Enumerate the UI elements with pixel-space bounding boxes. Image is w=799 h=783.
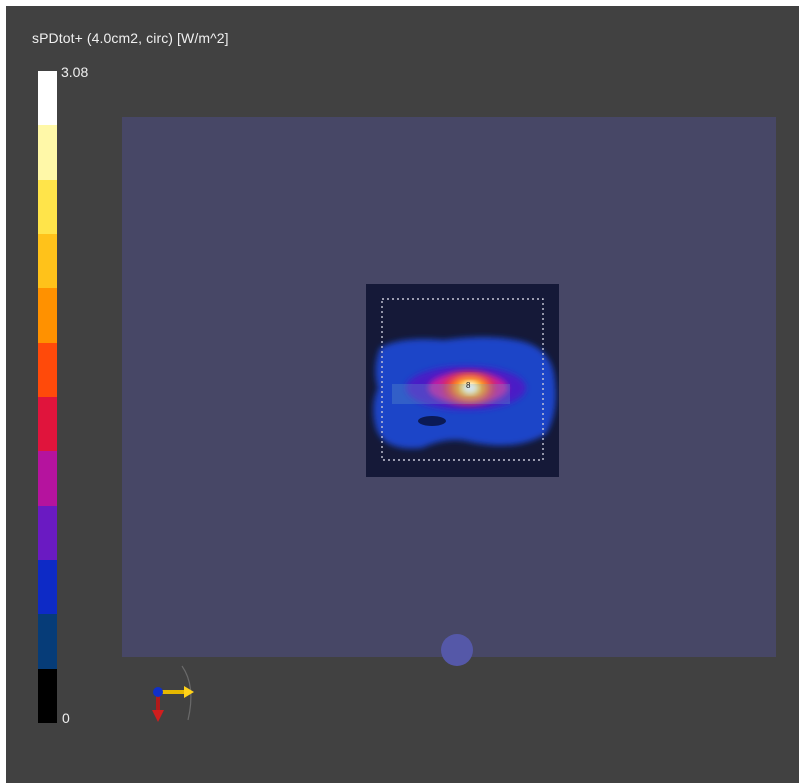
heatmap-low-pocket [418, 416, 446, 426]
colorbar-max-label: 3.08 [61, 64, 89, 80]
colorbar-segment [38, 668, 57, 723]
axis-triad-icon[interactable] [146, 662, 206, 724]
colorbar-segment [38, 288, 57, 343]
colorbar-segment [38, 179, 57, 234]
field-scan-area[interactable]: 8 [366, 284, 559, 477]
colorbar-segment [38, 559, 57, 615]
legend-title: sPDtot+ (4.0cm2, circ) [W/m^2] [32, 30, 229, 46]
colorbar-segment [38, 125, 57, 180]
colorbar-segment [38, 71, 57, 126]
colorbar [38, 71, 57, 723]
power-density-heatmap: 8 [373, 298, 556, 461]
heatmap-peak [462, 382, 478, 394]
colorbar-segment [38, 233, 57, 289]
colorbar-min-label: 0 [62, 710, 70, 726]
device-overlay [392, 384, 510, 404]
colorbar-segment [38, 614, 57, 669]
peak-marker-label: 8 [466, 381, 471, 390]
colorbar-segment [38, 396, 57, 452]
3d-viewport[interactable]: sPDtot+ (4.0cm2, circ) [W/m^2] 3.08 0 [6, 6, 799, 783]
port-marker[interactable] [441, 634, 473, 666]
colorbar-segment [38, 451, 57, 506]
colorbar-segment [38, 342, 57, 397]
evaluation-boundary [381, 298, 544, 461]
colorbar-segment [38, 505, 57, 560]
